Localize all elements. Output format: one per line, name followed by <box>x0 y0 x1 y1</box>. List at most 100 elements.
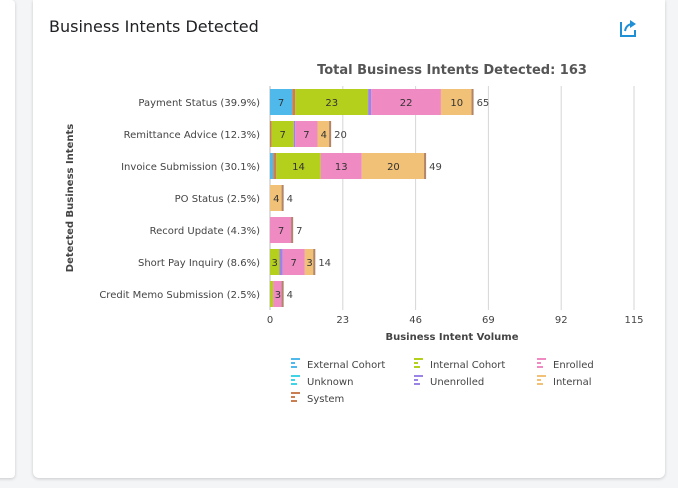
bar-end-cap <box>329 121 332 147</box>
category-label: Credit Memo Submission (2.5%) <box>99 290 260 301</box>
adjacent-card <box>0 0 15 478</box>
y-axis-categories: Payment Status (39.9%) Remittance Advice … <box>99 98 260 301</box>
total-label: 65 <box>477 98 490 109</box>
legend-label: Unknown <box>307 377 353 388</box>
legend-swatch <box>291 358 300 360</box>
bar-segment[interactable] <box>293 121 296 147</box>
legend-swatch <box>291 383 297 385</box>
bar-segment[interactable] <box>295 89 369 115</box>
bar-segment[interactable] <box>292 89 296 115</box>
legend-swatch <box>414 375 423 377</box>
legend-swatch <box>291 392 300 394</box>
legend-swatch <box>537 366 543 368</box>
legend-swatch <box>414 366 420 368</box>
export-button[interactable] <box>618 17 640 39</box>
x-tick-label: 23 <box>336 315 349 326</box>
bar-segment[interactable] <box>271 121 294 147</box>
segment-label: 3 <box>306 258 312 269</box>
total-label: 4 <box>287 194 293 205</box>
x-tick-label: 0 <box>267 315 273 326</box>
segment-label: 7 <box>303 130 309 141</box>
bar-segment[interactable] <box>320 153 362 179</box>
legend-item[interactable]: Enrolled <box>537 358 594 371</box>
legend-label: Internal <box>553 377 592 388</box>
bar-segment[interactable] <box>295 121 318 147</box>
bar-segment[interactable] <box>304 249 315 275</box>
legend-swatch <box>291 362 295 364</box>
legend-label: Enrolled <box>553 360 594 371</box>
segment-label: 7 <box>278 226 284 237</box>
legend-item[interactable]: Unknown <box>291 375 353 388</box>
legend-item[interactable]: External Cohort <box>291 358 385 371</box>
segment-label: 22 <box>400 98 413 109</box>
x-tick-label: 69 <box>482 315 495 326</box>
legend-swatch <box>537 383 543 385</box>
category-label: PO Status (2.5%) <box>175 194 260 205</box>
legend-swatch <box>291 375 300 377</box>
segment-label: 13 <box>335 162 348 173</box>
y-axis-label: Detected Business Intents <box>65 124 76 272</box>
x-tick-label: 92 <box>555 315 568 326</box>
category-label: Short Pay Inquiry (8.6%) <box>138 258 260 269</box>
bar-segment[interactable] <box>270 121 272 147</box>
total-label: 7 <box>296 226 302 237</box>
segment-label: 20 <box>387 162 400 173</box>
legend-swatch <box>414 383 420 385</box>
legend-swatch <box>537 379 541 381</box>
legend-label: External Cohort <box>307 360 385 371</box>
bar-segment[interactable] <box>361 153 426 179</box>
bar-segment[interactable] <box>276 153 321 179</box>
legend-item[interactable]: Internal <box>537 375 592 388</box>
bar-segment[interactable] <box>282 249 305 275</box>
total-label: 49 <box>429 162 442 173</box>
segment-label: 3 <box>272 258 278 269</box>
bar-end-cap <box>291 217 294 243</box>
grid-lines <box>269 86 635 310</box>
bar-segment[interactable] <box>270 249 280 275</box>
legend: External Cohort Unknown System Internal Coh… <box>291 358 594 405</box>
total-label: 4 <box>287 290 293 301</box>
legend-item[interactable]: Internal Cohort <box>414 358 505 371</box>
business-intents-card: Business Intents Detected <box>33 0 665 478</box>
segment-label: 23 <box>325 98 338 109</box>
bar-end-cap <box>313 249 316 275</box>
legend-item[interactable]: System <box>291 392 344 405</box>
bar-segment[interactable] <box>270 185 283 211</box>
legend-item[interactable]: Unenrolled <box>414 375 484 388</box>
legend-swatch <box>537 375 546 377</box>
bar-segment[interactable] <box>279 249 283 275</box>
category-label: Invoice Submission (30.1%) <box>121 162 260 173</box>
bar-segment[interactable] <box>273 153 277 179</box>
segment-label: 4 <box>273 194 279 205</box>
share-export-icon <box>620 20 636 37</box>
total-label: 20 <box>334 130 347 141</box>
bar-segment[interactable] <box>270 217 293 243</box>
bar-segment[interactable] <box>317 121 331 147</box>
segment-label: 7 <box>291 258 297 269</box>
bar-segment[interactable] <box>371 89 441 115</box>
total-label: 14 <box>318 258 331 269</box>
bar-segment[interactable] <box>270 153 274 179</box>
segment-label: 7 <box>279 130 285 141</box>
segment-label: 7 <box>278 98 284 109</box>
bar-end-cap <box>424 153 427 179</box>
bar-segment[interactable] <box>273 281 283 307</box>
bar-segment[interactable] <box>440 89 473 115</box>
legend-label: Internal Cohort <box>430 360 505 371</box>
legend-swatch <box>291 366 297 368</box>
legend-swatch <box>537 362 541 364</box>
segment-label: 10 <box>450 98 463 109</box>
bar-segment[interactable] <box>270 89 293 115</box>
x-axis-label: Business Intent Volume <box>385 332 518 343</box>
chart-title: Total Business Intents Detected: 163 <box>317 63 587 78</box>
segment-label: 4 <box>321 130 327 141</box>
bar-end-cap <box>281 281 284 307</box>
card-title: Business Intents Detected <box>49 17 259 36</box>
bar-end-cap <box>471 89 474 115</box>
x-tick-label: 46 <box>409 315 422 326</box>
legend-swatch <box>291 396 295 398</box>
category-label: Record Update (4.3%) <box>150 226 260 237</box>
bar-segment[interactable] <box>368 89 372 115</box>
bar-segment[interactable] <box>270 281 274 307</box>
